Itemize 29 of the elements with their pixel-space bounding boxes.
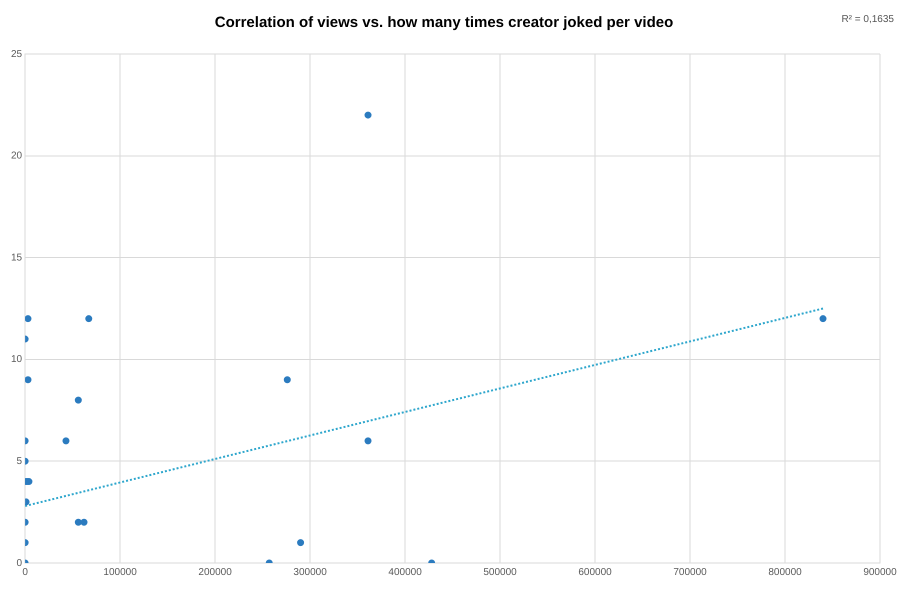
point	[297, 539, 304, 546]
y-tick-label: 0	[16, 558, 23, 569]
x-tick-label: 400000	[388, 566, 422, 578]
point	[62, 437, 70, 444]
x-tick-label: 900000	[863, 566, 898, 578]
x-tick-label: 700000	[673, 566, 708, 578]
point	[364, 112, 372, 119]
x-tick-label: 600000	[578, 566, 612, 578]
y-tick-label: 25	[11, 48, 23, 60]
x-tick-label: 300000	[293, 566, 328, 578]
x-tick-label: 200000	[198, 566, 232, 578]
y-tick-label: 5	[16, 456, 23, 467]
x-tick-label: 800000	[768, 566, 802, 578]
point	[364, 437, 372, 444]
point	[284, 376, 291, 384]
point	[25, 315, 32, 322]
y-tick-label: 20	[11, 150, 23, 162]
point	[85, 315, 92, 322]
y-tick-label: 10	[11, 354, 23, 366]
point	[74, 396, 82, 404]
point	[80, 518, 88, 526]
point	[820, 315, 827, 322]
y-tick-label: 15	[11, 252, 23, 264]
point	[25, 376, 32, 384]
text: R² = 0,1635	[841, 14, 894, 25]
point	[74, 518, 82, 526]
chart-title: Correlation of views vs. how many times creator joked per video	[214, 14, 674, 32]
x-tick-label: 500000	[483, 566, 518, 578]
x-tick-label: 100000	[103, 566, 138, 578]
